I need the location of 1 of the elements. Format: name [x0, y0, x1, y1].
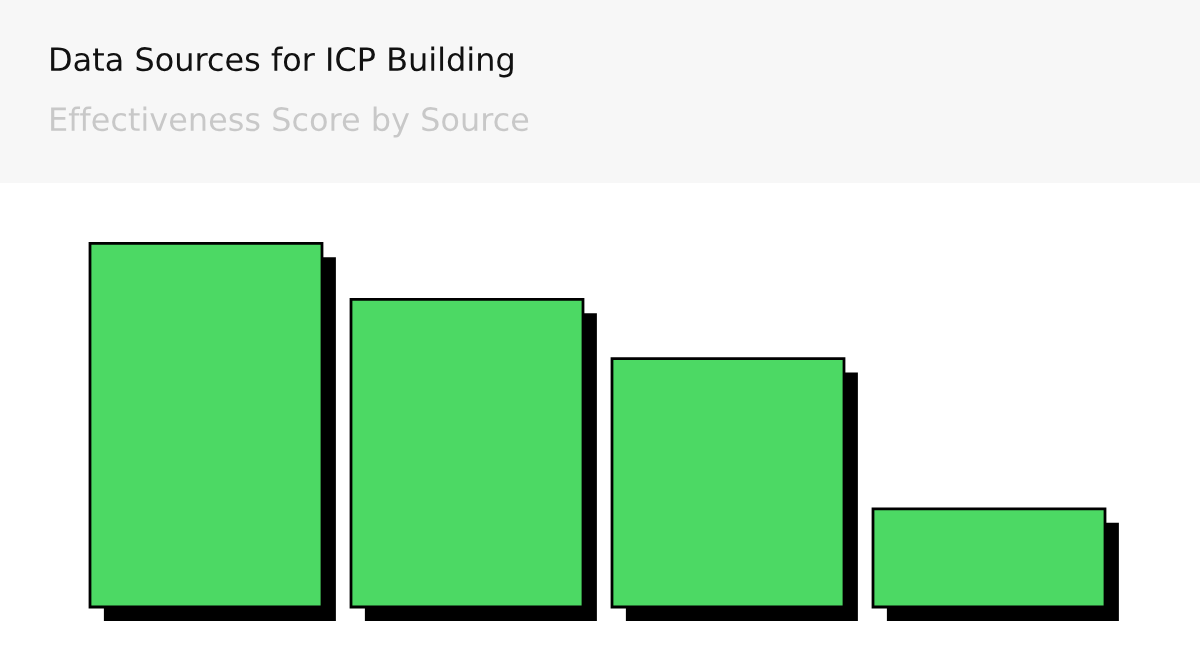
chart-title: Data Sources for ICP Building [51, 46, 513, 78]
